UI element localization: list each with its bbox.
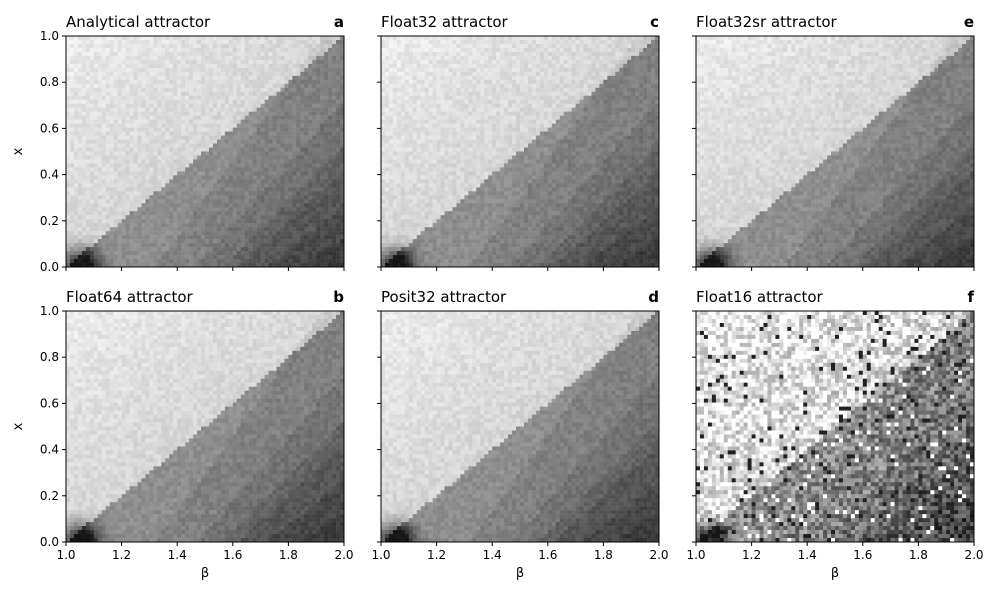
x-tick-label: 1.2 [742,548,761,562]
panel-title: Float32 attractor [381,13,509,31]
panel-d: 1.0 1.2 1.4 1.6 1.8 2.0 Posit32 attractor d β [371,288,668,581]
y-tick-label: 1.0 [40,29,59,43]
y-tick-label: 0.2 [40,214,59,228]
panel-letter: f [967,288,974,306]
y-tick-label: 0.4 [40,443,59,457]
panel-letter: d [648,288,659,306]
x-axis-label: β [516,566,524,581]
y-tick-label: 0.4 [40,168,59,182]
y-tick-label: 0.6 [40,396,59,410]
density-raster [381,311,659,542]
x-tick-label: 1.2 [427,548,446,562]
x-tick-label: 1.0 [371,548,390,562]
y-tick-label: 1.0 [40,304,59,318]
x-tick-label: 1.4 [483,548,502,562]
y-tick-label: 0.8 [40,75,59,89]
x-tick-label: 1.0 [686,548,705,562]
x-axis-label: β [831,566,839,581]
x-axis-label: β [201,566,209,581]
panel-f: 1.0 1.2 1.4 1.6 1.8 2.0 Float16 attractor f β [686,288,983,581]
y-tick-label: 0.2 [40,489,59,503]
x-tick-label: 1.8 [594,548,613,562]
panel-title: Analytical attractor [66,13,211,31]
panel-letter: c [650,13,659,31]
panel-letter: b [333,288,344,306]
y-tick-label: 0.0 [40,260,59,274]
y-axis-label: x [11,422,26,430]
x-tick-label: 1.8 [909,548,928,562]
y-tick-label: 0.8 [40,350,59,364]
x-tick-label: 1.0 [56,548,75,562]
y-axis-label: x [11,147,26,155]
x-tick-label: 1.4 [168,548,187,562]
panel-a: 0.0 0.2 0.4 0.6 0.8 1.0 Analytical attractor a x [11,13,344,274]
density-raster [381,36,659,267]
x-tick-label: 1.6 [223,548,242,562]
density-raster [696,36,974,267]
panel-title: Posit32 attractor [381,288,507,306]
density-raster [66,36,344,267]
density-raster [696,311,974,542]
x-tick-label: 1.6 [853,548,872,562]
x-tick-label: 2.0 [964,548,983,562]
panel-title: Float64 attractor [66,288,194,306]
panel-c: Float32 attractor c [377,13,659,271]
x-tick-label: 1.6 [538,548,557,562]
panel-e: Float32sr attractor e [692,13,974,271]
panel-title: Float16 attractor [696,288,824,306]
density-raster [66,311,344,542]
panel-b: 1.0 1.2 1.4 1.6 1.8 2.0 0.0 0.2 0.4 0.6 0.8 1.0 Floa… [11,288,354,581]
panel-letter: a [334,13,344,31]
x-tick-label: 1.8 [279,548,298,562]
x-tick-label: 1.4 [798,548,817,562]
x-tick-label: 2.0 [334,548,353,562]
y-tick-label: 0.0 [40,535,59,549]
panel-letter: e [964,13,974,31]
panel-title: Float32sr attractor [696,13,838,31]
y-tick-label: 0.6 [40,121,59,135]
x-tick-label: 1.2 [112,548,131,562]
x-tick-label: 2.0 [649,548,668,562]
